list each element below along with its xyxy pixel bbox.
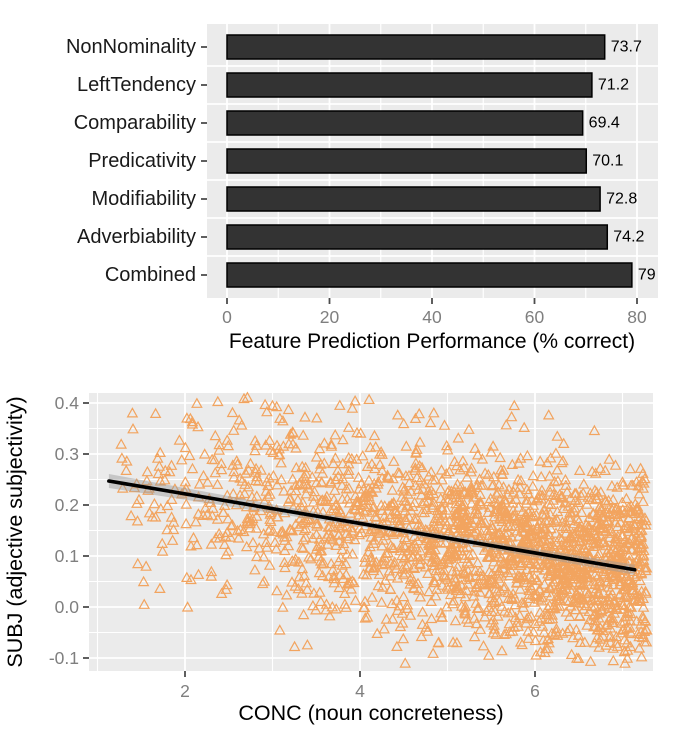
category-tick-label: NonNominality [66,36,196,58]
bar-value-label: 69.4 [589,115,620,132]
category-tick-label: LeftTendency [77,74,196,96]
category-tick-label: Comparability [74,112,196,134]
x-tick-label: 2 [180,681,190,701]
bar [226,72,593,98]
regression-line [107,479,637,572]
bar [226,148,588,174]
x-tick-label: 40 [422,307,442,327]
bar [226,110,584,136]
category-tick-label: Predicativity [88,150,196,172]
bar-chart-figure: 73.7 NonNominality 71.2 LeftTendency 69.4 Com… [0,0,677,365]
y-tick-label: 0.1 [55,546,79,566]
y-tick-label: 0.0 [55,597,80,617]
bar-value-label: 73.7 [611,39,642,56]
y-tick-label: -0.1 [49,648,79,668]
bar [226,224,609,250]
bar-chart: 73.7 NonNominality 71.2 LeftTendency 69.4 Com… [66,24,658,353]
y-axis-title: SUBJ (adjective subjectivity) [3,396,27,667]
y-tick-label: 0.3 [55,444,79,464]
bar [226,186,601,212]
bar-value-label: 70.1 [592,153,623,170]
bar-value-label: 72.8 [606,191,637,208]
category-tick-label: Adverbiability [77,226,196,248]
y-tick-label: 0.4 [55,393,80,413]
scatter-figure: 2 4 6 0.4 0.3 0.2 0.1 0.0 -0.1 CONC (noun concret… [0,360,677,743]
x-tick-label: 80 [627,307,647,327]
x-tick-label: 20 [320,307,340,327]
x-axis-title: Feature Prediction Performance (% correc… [229,330,635,353]
bar-value-label: 79 [638,267,656,284]
bar-value-label: 71.2 [598,77,629,94]
y-tick-label: 0.2 [55,495,79,515]
bar-value-label: 74.2 [613,229,644,246]
scatter-points [115,391,653,668]
category-tick-label: Combined [105,264,196,286]
x-tick-label: 0 [222,307,232,327]
x-tick-label: 60 [525,307,545,327]
x-tick-label: 4 [355,681,365,701]
scatter-chart: 2 4 6 0.4 0.3 0.2 0.1 0.0 -0.1 CONC (noun concret… [3,391,653,725]
x-axis-title: CONC (noun concreteness) [238,701,503,725]
x-tick-label: 6 [530,681,540,701]
bar [226,262,633,288]
category-tick-label: Modifiability [92,188,196,210]
bar [226,34,606,60]
